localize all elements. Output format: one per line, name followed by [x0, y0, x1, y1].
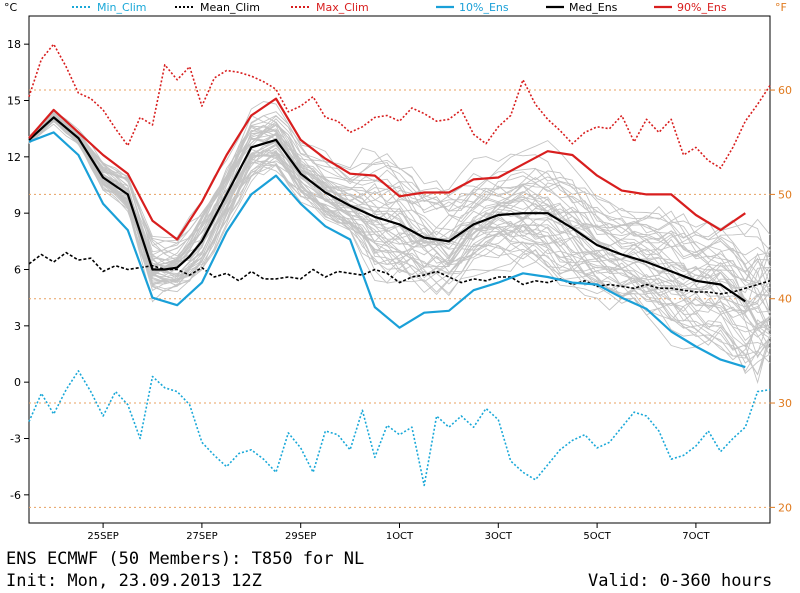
legend-label-min-clim: Min_Clim: [97, 1, 147, 14]
f-tick-label: 40: [778, 293, 792, 306]
ensemble-member-line: [28, 114, 771, 287]
ensemble-member-line: [28, 119, 771, 359]
y-tick-label: -6: [10, 489, 21, 502]
y-tick-label: 18: [7, 38, 21, 51]
footer-title: ENS ECMWF (50 Members): T850 for NL: [6, 549, 365, 569]
mean-clim-line: [28, 251, 771, 295]
y-tick-label: 15: [7, 95, 21, 108]
f-tick-label: 60: [778, 84, 792, 97]
series-lines: [28, 43, 771, 487]
footer-init: Init: Mon, 23.09.2013 12Z: [6, 571, 262, 591]
ensemble-members: [28, 101, 771, 384]
footer-valid: Valid: 0-360 hours: [588, 571, 773, 591]
min-clim-line: [28, 370, 771, 487]
x-tick-label: 5OCT: [583, 531, 611, 542]
x-tick-label: 1OCT: [386, 531, 414, 542]
ensemble-member-line: [28, 120, 771, 359]
ensemble-member-line: [28, 101, 771, 298]
y-tick-label: 3: [14, 320, 21, 333]
y-tick-label: 0: [14, 376, 21, 389]
f-tick-label: 50: [778, 188, 792, 201]
y-axis-celsius: -6 -3 0 3 6 9 12 15 18: [7, 38, 29, 502]
y-tick-label: -3: [10, 433, 21, 446]
y-tick-label: 9: [14, 207, 21, 220]
y-tick-label: 6: [14, 264, 21, 277]
ensemble-member-line: [28, 114, 771, 275]
ens-90pct-line: [28, 97, 746, 241]
x-axis-dates: 25SEP 27SEP 29SEP 1OCT 3OCT 5OCT 7OCT: [87, 523, 710, 542]
ensemble-member-line: [28, 118, 771, 375]
x-tick-label: 3OCT: [485, 531, 513, 542]
y-tick-label: 12: [7, 151, 21, 164]
ensemble-member-line: [28, 118, 771, 364]
ensemble-member-line: [28, 118, 771, 376]
legend-label-mean-clim: Mean_Clim: [200, 1, 260, 14]
f-tick-label: 20: [778, 501, 792, 514]
ensemble-member-line: [28, 111, 771, 255]
legend: Min_Clim Mean_Clim Max_Clim 10%_Ens Med_…: [72, 1, 727, 14]
x-tick-label: 27SEP: [186, 531, 217, 542]
f-tick-label: 30: [778, 397, 792, 410]
unit-left-label: °C: [4, 1, 18, 14]
x-tick-label: 25SEP: [87, 531, 118, 542]
ens-10pct-line: [28, 131, 746, 369]
ensemble-member-line: [28, 114, 771, 296]
ensemble-member-line: [28, 111, 771, 258]
x-tick-label: 29SEP: [285, 531, 316, 542]
legend-label-90pct: 90%_Ens: [677, 1, 727, 14]
unit-right-label: °F: [775, 1, 787, 14]
legend-label-10pct: 10%_Ens: [459, 1, 509, 14]
ensemble-member-line: [28, 121, 771, 373]
ensemble-member-line: [28, 123, 771, 342]
ens-median-line: [28, 116, 746, 303]
max-clim-line: [28, 43, 771, 169]
y-axis-fahrenheit: 20 30 40 50 60: [770, 84, 792, 514]
ensemble-member-line: [28, 118, 771, 376]
ensemble-member-line: [28, 114, 771, 313]
x-tick-label: 7OCT: [682, 531, 710, 542]
ensemble-member-line: [28, 113, 771, 325]
legend-label-max-clim: Max_Clim: [316, 1, 369, 14]
legend-label-median: Med_Ens: [569, 1, 618, 14]
